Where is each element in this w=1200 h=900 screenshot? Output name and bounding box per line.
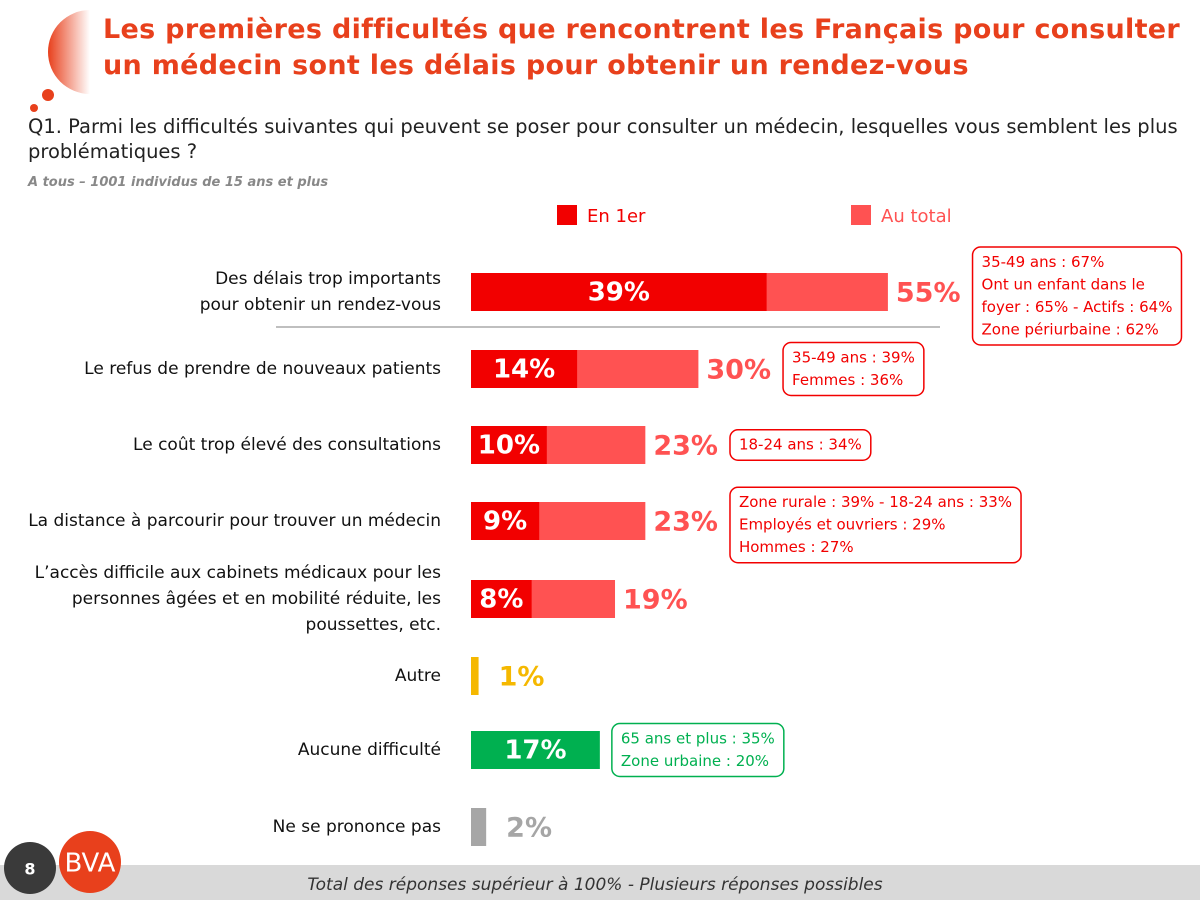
value-label: 8% — [479, 585, 523, 615]
value-label: 30% — [706, 355, 771, 386]
annotation-text: foyer : 65% - Actifs : 64% — [982, 298, 1173, 316]
bar-total — [471, 808, 487, 846]
bar-first — [471, 580, 532, 618]
value-label: 9% — [483, 507, 527, 537]
annotation-box — [971, 246, 1183, 346]
value-label: 17% — [504, 736, 566, 766]
legend-swatch — [557, 205, 577, 225]
legend-swatch — [851, 205, 871, 225]
value-label: 23% — [653, 431, 718, 462]
title: Les premières difficultés que rencontren… — [103, 14, 1181, 81]
bar-first — [471, 502, 540, 540]
bar-first — [471, 273, 767, 311]
annotation-box — [729, 429, 872, 461]
annotation-text: Zone rurale : 39% - 18-24 ans : 33% — [739, 493, 1012, 511]
value-label: 10% — [478, 431, 540, 461]
annotation-box — [782, 341, 925, 397]
annotation-text: 18-24 ans : 34% — [739, 436, 862, 454]
page-badge — [4, 842, 56, 894]
annotation-box — [729, 486, 1022, 564]
annotation-text: Zone urbaine : 20% — [621, 752, 769, 770]
category-label: Des délais trop importants pour obtenir u… — [200, 269, 441, 315]
decor-shape — [48, 10, 90, 94]
category-label: L’accès difficile aux cabinets médicaux … — [35, 563, 441, 635]
logo: BVA — [65, 849, 116, 879]
annotation-text: Femmes : 36% — [792, 371, 903, 389]
category-label: La distance à parcourir pour trouver un … — [28, 511, 441, 531]
category-label: Autre — [395, 666, 441, 686]
value-label: 1% — [499, 662, 545, 693]
category-label: Aucune difficulté — [298, 740, 441, 760]
value-label: 55% — [896, 278, 961, 309]
value-label: 2% — [506, 813, 552, 844]
category-label: Ne se prononce pas — [273, 817, 441, 837]
category-label: Le coût trop élevé des consultations — [133, 435, 441, 455]
category-label: Le refus de prendre de nouveaux patients — [84, 359, 441, 379]
footer-bar — [0, 865, 1200, 900]
decor-dot — [30, 104, 38, 112]
value-label: 14% — [493, 355, 555, 385]
annotation-text: 35-49 ans : 67% — [982, 253, 1105, 271]
annotation-text: 65 ans et plus : 35% — [621, 729, 775, 747]
logo-badge — [59, 831, 121, 893]
bar-total — [471, 657, 479, 695]
value-label: 39% — [588, 278, 650, 308]
legend-label: En 1er — [587, 206, 646, 227]
annotation-text: Zone périurbaine : 62% — [982, 320, 1159, 338]
bar-first — [471, 426, 547, 464]
value-label: 23% — [653, 507, 718, 538]
bar-first — [471, 350, 578, 388]
question: Q1. Parmi les difficultés suivantes qui … — [28, 115, 1178, 163]
annotation-text: Ont un enfant dans le — [982, 275, 1145, 293]
annotation-box — [611, 722, 785, 778]
value-label: 19% — [623, 585, 688, 616]
base-note: A tous – 1001 individus de 15 ans et plu… — [28, 175, 329, 190]
legend-label: Au total — [881, 206, 952, 227]
annotation-text: 35-49 ans : 39% — [792, 348, 915, 366]
page-number: 8 — [24, 860, 35, 879]
annotation-text: Hommes : 27% — [739, 538, 854, 556]
annotation-text: Employés et ouvriers : 29% — [739, 516, 946, 534]
decor-dot — [42, 89, 54, 101]
footnote: Total des réponses supérieur à 100% - Pl… — [307, 875, 882, 895]
bar-total — [471, 731, 600, 769]
